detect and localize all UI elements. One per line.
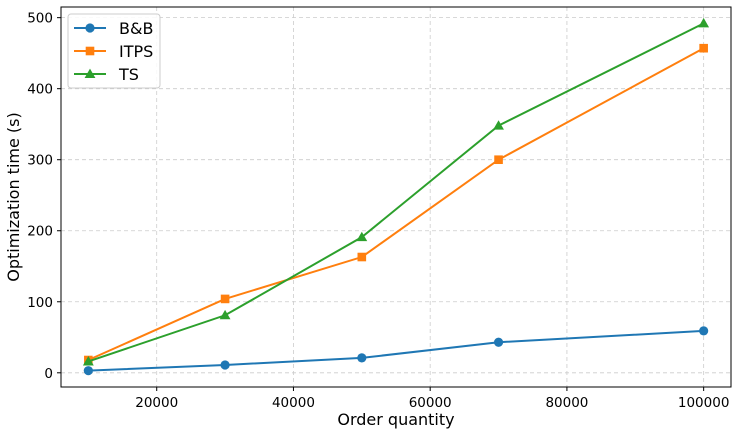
series-itps [84,43,708,365]
axis-ticks: 20000 40000 60000 80000 100000 0 100 200 300 400 5… [27,11,729,411]
y-axis-title: Optimization time (s) [4,112,23,282]
legend-label-b-b: B&B [119,19,153,38]
series-line-ts [88,22,705,363]
data-point-b-b [699,326,709,336]
data-point-ts [219,309,231,320]
grid [61,7,731,387]
legend-label-itps: ITPS [119,42,153,61]
x-tick-label: 60000 [409,395,452,411]
y-tick-label: 0 [44,366,53,382]
data-point-itps [357,252,367,262]
y-tick-label: 200 [27,224,53,240]
data-point-itps [220,294,230,304]
data-point-ts [698,17,710,28]
data-point-ts [493,120,504,130]
y-tick-label: 500 [27,11,53,27]
series-ts [82,17,710,366]
data-point-ts [82,356,94,366]
y-tick-label: 300 [27,153,53,169]
data-point-itps [494,155,503,165]
x-tick-label: 80000 [545,395,588,411]
x-tick-label: 20000 [135,395,178,411]
series-line-b-b [88,329,704,372]
x-axis-title: Order quantity [337,410,454,429]
y-tick-label: 400 [27,82,53,98]
series-layer [82,17,710,376]
legend-marker-itps [85,46,95,56]
x-tick-label: 100000 [678,395,730,411]
data-point-b-b [357,353,367,363]
legend-marker-b-b [85,23,95,33]
data-point-ts [356,231,368,242]
series-b-b [83,326,709,376]
data-point-itps [699,43,708,53]
legend: B&B ITPS TS [67,13,161,89]
plot-area-frame [60,6,732,388]
legend-label-ts: TS [118,65,139,84]
data-point-b-b [493,337,504,347]
legend-marker-ts [84,68,96,79]
data-point-b-b [220,360,230,370]
y-tick-label: 100 [27,295,53,311]
x-tick-label: 40000 [272,395,315,411]
legend-box [67,13,161,89]
series-line-itps [87,47,705,361]
data-point-b-b [83,366,93,376]
